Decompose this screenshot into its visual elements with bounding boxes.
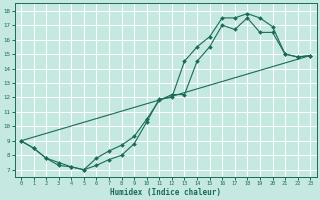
X-axis label: Humidex (Indice chaleur): Humidex (Indice chaleur) bbox=[110, 188, 221, 197]
